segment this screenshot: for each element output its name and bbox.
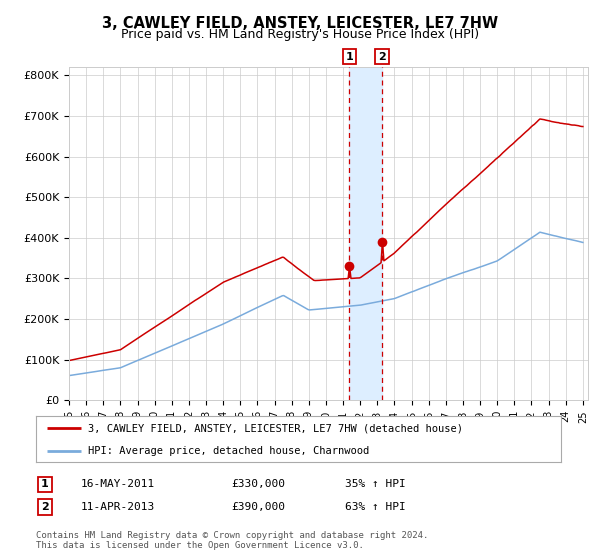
Text: 3, CAWLEY FIELD, ANSTEY, LEICESTER, LE7 7HW: 3, CAWLEY FIELD, ANSTEY, LEICESTER, LE7 … (102, 16, 498, 31)
Text: 35% ↑ HPI: 35% ↑ HPI (345, 479, 406, 489)
Bar (349, 67, 382, 400)
Text: 3, CAWLEY FIELD, ANSTEY, LEICESTER, LE7 7HW (detached house): 3, CAWLEY FIELD, ANSTEY, LEICESTER, LE7 … (89, 423, 464, 433)
Text: 1: 1 (346, 52, 353, 62)
Text: 16-MAY-2011: 16-MAY-2011 (81, 479, 155, 489)
Text: 1: 1 (41, 479, 49, 489)
Text: £390,000: £390,000 (231, 502, 285, 512)
Text: 63% ↑ HPI: 63% ↑ HPI (345, 502, 406, 512)
Text: HPI: Average price, detached house, Charnwood: HPI: Average price, detached house, Char… (89, 446, 370, 455)
Text: Price paid vs. HM Land Registry's House Price Index (HPI): Price paid vs. HM Land Registry's House … (121, 28, 479, 41)
Text: 11-APR-2013: 11-APR-2013 (81, 502, 155, 512)
Text: Contains HM Land Registry data © Crown copyright and database right 2024.
This d: Contains HM Land Registry data © Crown c… (36, 531, 428, 550)
Text: 2: 2 (41, 502, 49, 512)
Text: 2: 2 (378, 52, 386, 62)
Text: £330,000: £330,000 (231, 479, 285, 489)
